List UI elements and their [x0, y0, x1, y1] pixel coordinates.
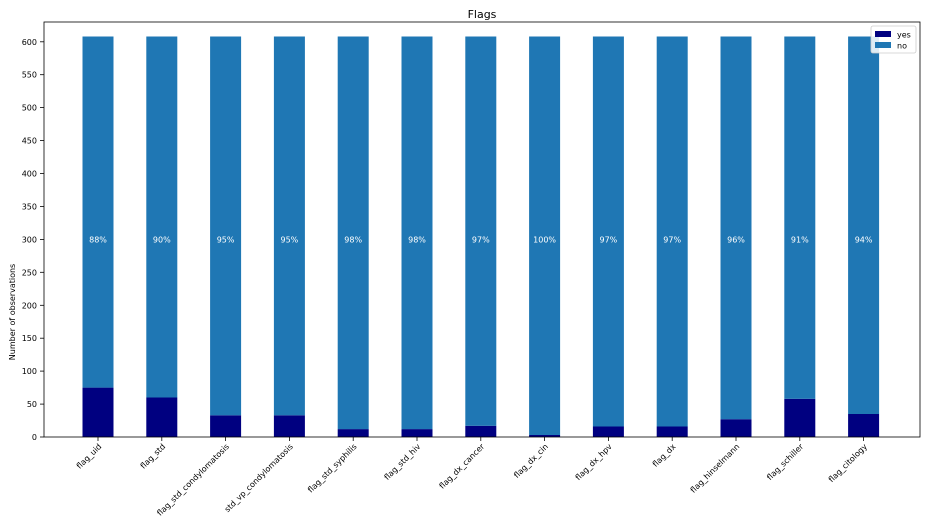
bar-label: 98%	[408, 235, 426, 244]
bar-yes-flag_std_condylomatosis	[210, 415, 242, 437]
bar-yes-flag_dx	[656, 426, 688, 437]
bar-yes-flag_dx_hpv	[592, 426, 624, 437]
y-tick-label: 150	[22, 334, 37, 343]
bar-no-flag_citology	[848, 36, 880, 414]
y-tick-label: 600	[22, 38, 37, 47]
y-tick-label: 550	[22, 71, 37, 80]
bar-no-flag_dx_cancer	[465, 36, 497, 426]
bar-no-flag_uid	[82, 36, 114, 388]
bar-no-flag_hinselmann	[720, 36, 752, 420]
bar-label: 90%	[153, 235, 171, 244]
y-axis: 0 50 100 150 200 250 300 350 400 450 500 550 600	[22, 38, 44, 442]
bar-yes-flag_citology	[848, 413, 880, 437]
y-tick-label: 300	[22, 235, 37, 244]
bar-no-flag_std	[146, 36, 178, 398]
bar-label: 97%	[663, 235, 681, 244]
legend-swatch-yes	[875, 31, 891, 37]
bar-yes-flag_std_syphilis	[337, 429, 369, 437]
bar-labels-layer: 88% 90% 95% 95% 98% 98% 97% 100% 97% 97% 96% 91% 94%	[89, 235, 873, 244]
bar-yes-flag_std_hiv	[401, 429, 433, 437]
bar-no-flag_std_syphilis	[337, 36, 369, 430]
bar-label: 98%	[344, 235, 362, 244]
bar-yes-flag_hinselmann	[720, 419, 752, 437]
y-tick-label: 200	[22, 301, 37, 310]
bar-no-flag_std_condylomatosis	[210, 36, 242, 416]
bar-label: 95%	[217, 235, 235, 244]
bars-layer	[82, 36, 880, 437]
y-tick-label: 100	[22, 367, 37, 376]
legend-swatch-no	[875, 42, 891, 48]
bar-label: 94%	[855, 235, 873, 244]
bar-label: 97%	[600, 235, 618, 244]
y-tick-label: 0	[32, 433, 37, 442]
y-tick-label: 450	[22, 137, 37, 146]
bar-no-flag_dx_hpv	[592, 36, 624, 427]
bar-label: 97%	[472, 235, 490, 244]
legend: yes no	[870, 25, 917, 54]
bar-yes-flag_dx_cin	[529, 435, 561, 437]
y-tick-label: 50	[27, 400, 37, 409]
bar-label: 100%	[533, 235, 556, 244]
bar-no-flag_dx_cin	[529, 36, 561, 435]
plot-frame	[43, 21, 921, 438]
bar-yes-flag_uid	[82, 387, 114, 437]
y-tick-label: 400	[22, 170, 37, 179]
bar-yes-flag_dx_cancer	[465, 425, 497, 437]
bar-yes-flag_schiller	[784, 398, 816, 437]
bar-no-flag_std_hiv	[401, 36, 433, 430]
y-tick-label: 250	[22, 268, 37, 277]
bar-label: 95%	[281, 235, 299, 244]
y-tick-label: 500	[22, 104, 37, 113]
bar-yes-std_vp_condylomatosis	[273, 415, 305, 437]
bar-no-flag_dx	[656, 36, 688, 427]
bar-label: 96%	[727, 235, 745, 244]
bar-no-std_vp_condylomatosis	[273, 36, 305, 416]
legend-label-no: no	[897, 42, 907, 51]
bar-yes-flag_std	[146, 397, 178, 437]
bar-label: 91%	[791, 235, 809, 244]
y-tick-label: 350	[22, 202, 37, 211]
bar-no-flag_schiller	[784, 36, 816, 399]
y-axis-label: Number of observations	[8, 264, 17, 360]
bar-label: 88%	[89, 235, 107, 244]
chart-title: Flags	[468, 8, 497, 21]
legend-label-yes: yes	[897, 31, 911, 40]
